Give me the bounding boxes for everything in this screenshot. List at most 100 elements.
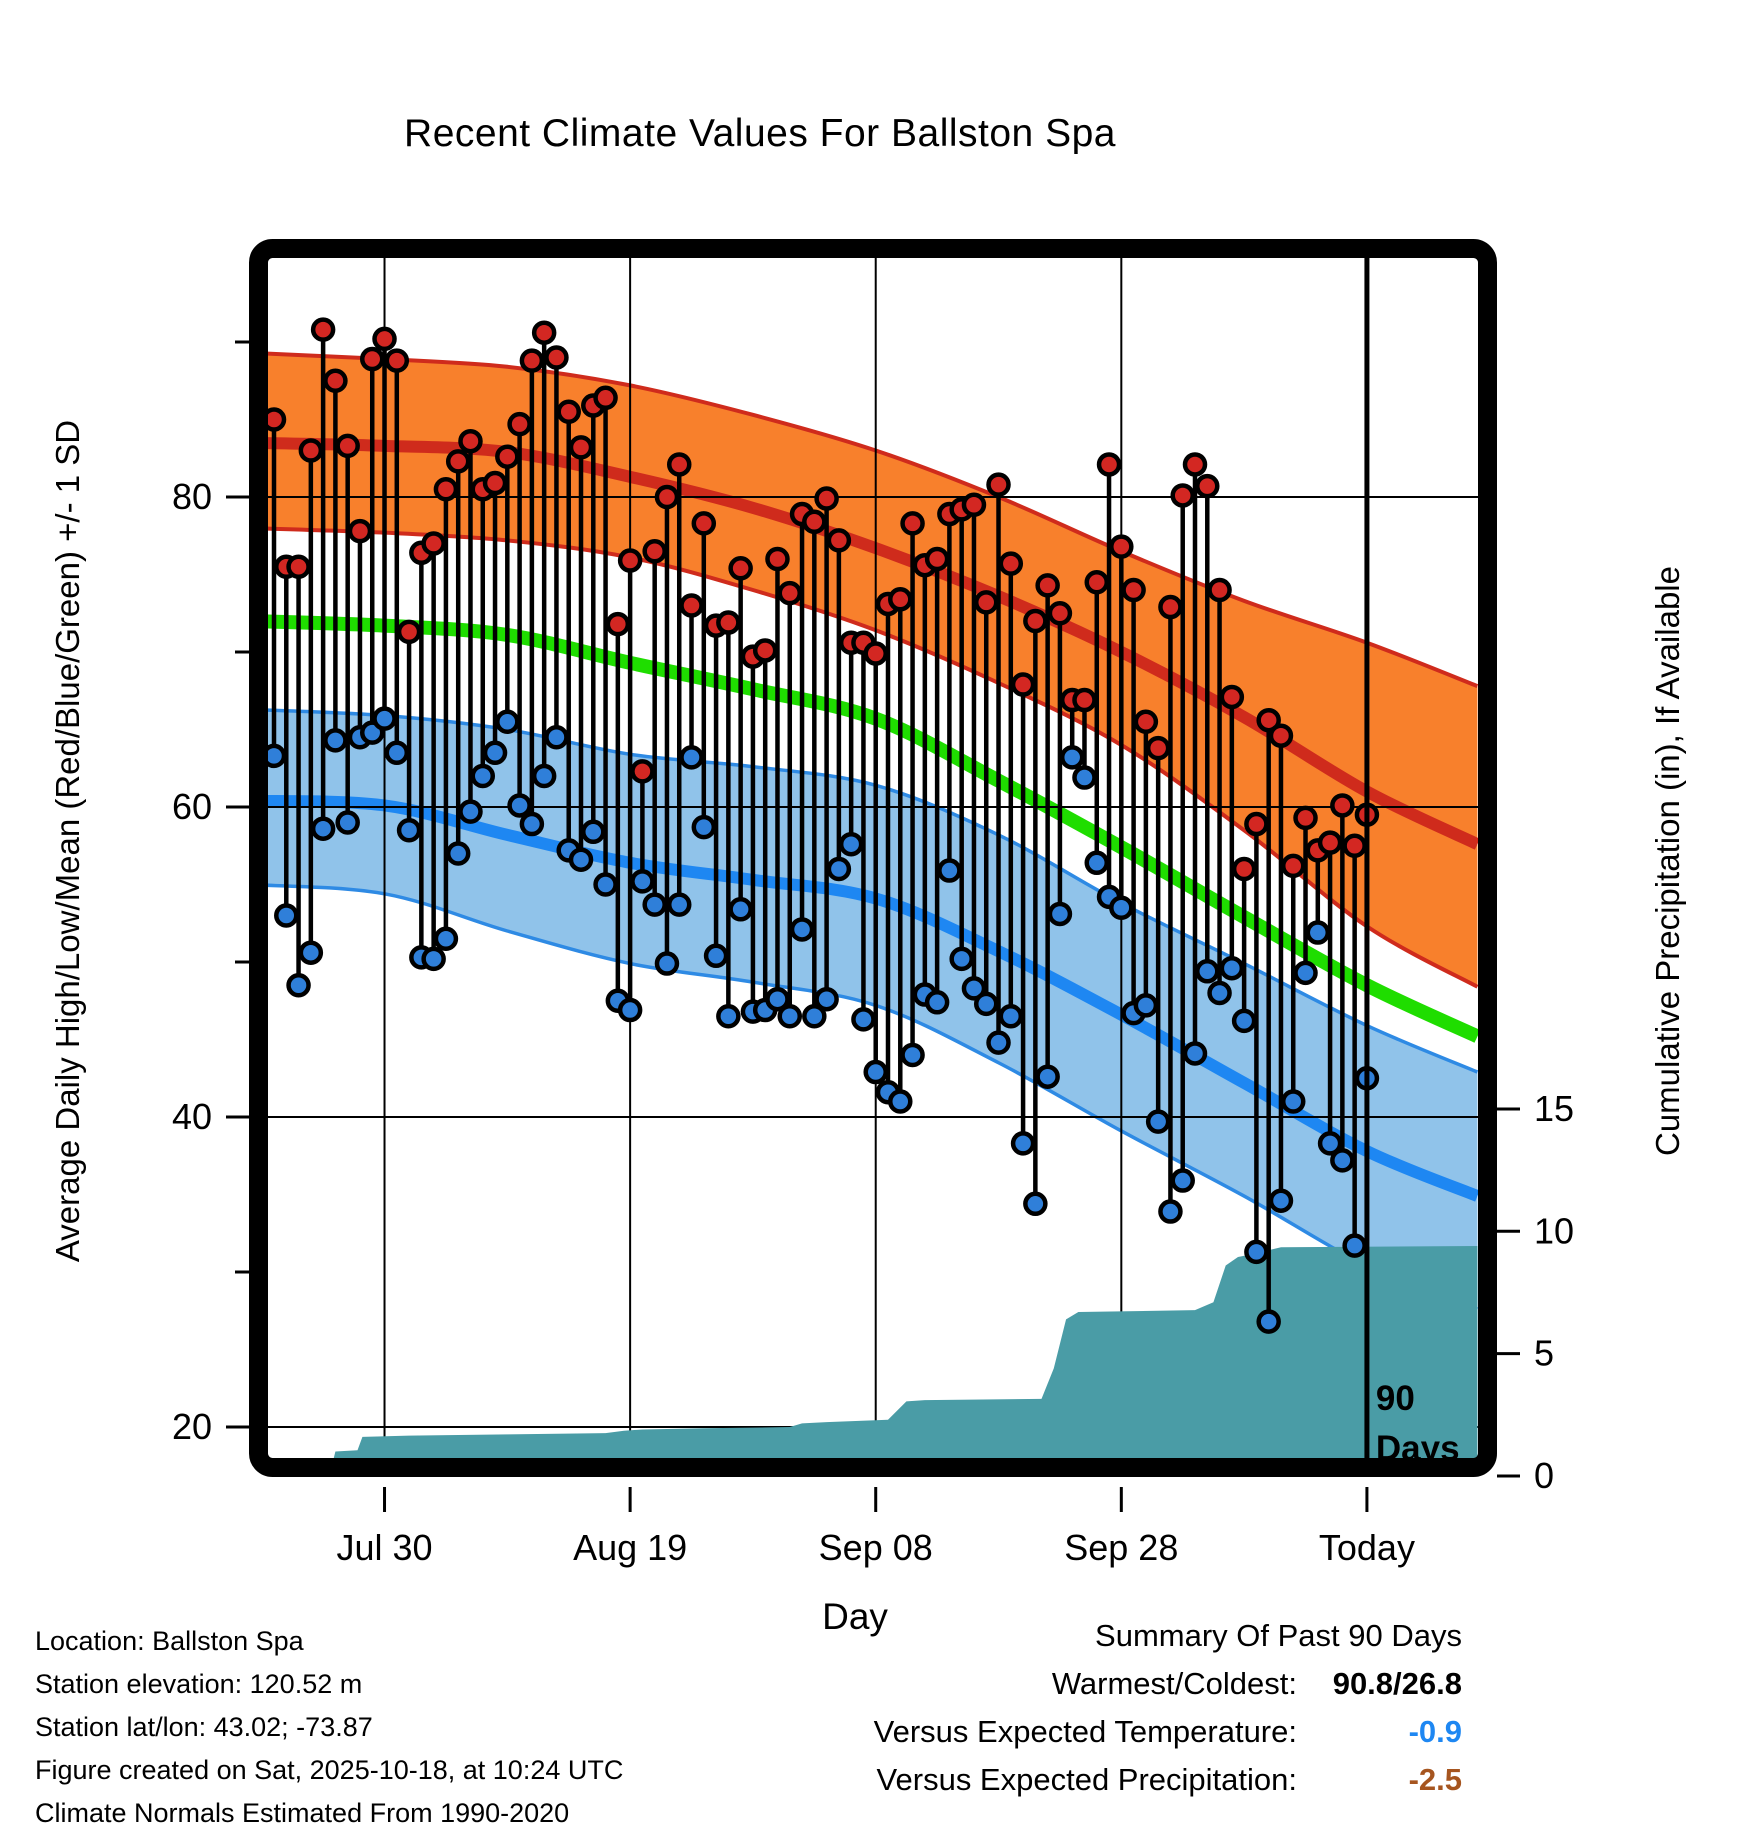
daily-low-dot [384, 740, 410, 765]
right-tick-label: 5 [1534, 1333, 1554, 1374]
left-tick-label: 40 [172, 1096, 212, 1137]
daily-high-dot [433, 477, 459, 502]
daily-high-dot [1342, 833, 1367, 858]
summary-value: -0.9 [1408, 1714, 1462, 1749]
daily-low-dot [716, 1004, 741, 1029]
daily-high-dot [1293, 805, 1318, 831]
summary-row-vs-precipitation: Versus Expected Precipitation: -2.5 [562, 1756, 1462, 1804]
daily-low-dot [445, 841, 471, 866]
daily-low-dot [1207, 980, 1232, 1006]
daily-low-dot [1256, 1309, 1281, 1334]
daily-high-dot [1047, 601, 1073, 626]
daily-high-dot [445, 449, 471, 474]
daily-low-dot [568, 847, 594, 872]
daily-high-dot [519, 348, 545, 373]
daily-low-dot [1342, 1233, 1367, 1258]
daily-low-dot [372, 706, 397, 731]
daily-high-dot [765, 546, 790, 572]
daily-low-dot [298, 940, 324, 965]
summary-label: Versus Expected Temperature: [873, 1714, 1297, 1749]
daily-low-dot [1268, 1188, 1294, 1213]
daily-high-dot [298, 438, 324, 463]
daily-low-dot [495, 709, 520, 734]
daily-low-dot [851, 1007, 876, 1032]
daily-high-dot [666, 452, 692, 477]
daily-high-dot [826, 528, 852, 553]
daily-low-dot [310, 816, 336, 841]
daily-high-dot [1268, 723, 1294, 748]
daily-high-dot [777, 580, 803, 606]
daily-high-dot [1231, 856, 1257, 882]
daily-low-dot [531, 763, 557, 789]
daily-high-dot [814, 486, 839, 511]
daily-high-dot [1084, 570, 1110, 595]
daily-high-dot [1010, 672, 1036, 697]
daily-high-dot [1035, 573, 1060, 598]
daily-high-dot [973, 590, 999, 615]
summary-title: Summary Of Past 90 Days [1095, 1618, 1462, 1653]
daily-low-dot [900, 1042, 925, 1068]
daily-high-dot [752, 638, 778, 663]
summary-value: -2.5 [1408, 1762, 1462, 1797]
summary-label: Warmest/Coldest: [1051, 1666, 1297, 1701]
daily-low-dot [268, 743, 287, 769]
daily-low-dot [1059, 745, 1085, 770]
daily-low-dot [691, 814, 717, 840]
daily-low-dot [581, 819, 606, 845]
cumulative-precip-area [331, 1245, 1478, 1468]
daily-low-dot [1145, 1109, 1171, 1134]
daily-low-dot [1231, 1008, 1257, 1034]
daily-low-dot [1072, 765, 1097, 790]
daily-low-dot [998, 1004, 1024, 1029]
daily-high-dot [1109, 534, 1134, 559]
daily-high-dot [359, 346, 385, 372]
daily-high-dot [802, 509, 827, 535]
daily-high-dot [642, 539, 667, 564]
summary-row-vs-temperature: Versus Expected Temperature: -0.9 [562, 1708, 1462, 1756]
daily-high-dot [900, 511, 925, 536]
daily-low-dot [1023, 1191, 1048, 1217]
daily-low-dot [1084, 850, 1110, 876]
climate-normals-note: Climate Normals Estimated From 1990-2020 [35, 1798, 570, 1828]
daily-low-dot [973, 991, 999, 1017]
daily-low-dot [924, 990, 950, 1015]
daily-high-dot [1158, 594, 1183, 620]
daily-low-dot [802, 1004, 827, 1029]
daily-high-dot [1280, 853, 1306, 879]
daily-high-dot [544, 345, 569, 370]
plot-frame [249, 239, 1497, 1477]
daily-high-dot [1121, 577, 1146, 603]
daily-low-dot [396, 818, 422, 843]
daily-high-dot [1244, 811, 1269, 837]
daily-low-dot [1158, 1199, 1183, 1224]
daily-low-dot [335, 810, 360, 835]
daily-high-dot [507, 411, 532, 437]
bottom-tick-label: Today [1319, 1527, 1415, 1568]
left-axis-title: Average Daily High/Low/Mean (Red/Blue/Gr… [49, 419, 86, 1263]
daily-low-dot [728, 897, 753, 922]
daily-high-dot [1219, 684, 1245, 710]
daily-high-dot [1133, 709, 1159, 734]
station-latlon: Station lat/lon: 43.02; -73.87 [35, 1712, 373, 1742]
daily-high-dot [1317, 830, 1343, 855]
daily-high-dot [1170, 483, 1195, 508]
daily-low-dot [470, 763, 496, 789]
daily-high-dot [998, 551, 1024, 576]
daily-low-dot [937, 858, 962, 883]
x-axis-title: Day [822, 1596, 888, 1637]
daily-low-dot [1280, 1089, 1306, 1114]
daily-low-dot [666, 892, 692, 917]
daily-high-dot [924, 546, 950, 572]
summary-label: Versus Expected Precipitation: [876, 1762, 1297, 1797]
daily-low-dot [1047, 901, 1073, 927]
daily-high-dot [1182, 452, 1208, 477]
daily-low-dot [1330, 1148, 1355, 1173]
station-elevation: Station elevation: 120.52 m [35, 1669, 363, 1699]
daily-low-dot [1317, 1131, 1343, 1156]
daily-low-dot [1182, 1041, 1208, 1066]
daily-high-dot [863, 641, 888, 666]
right-tick-label: 10 [1534, 1210, 1574, 1251]
left-tick-label: 60 [172, 786, 212, 827]
